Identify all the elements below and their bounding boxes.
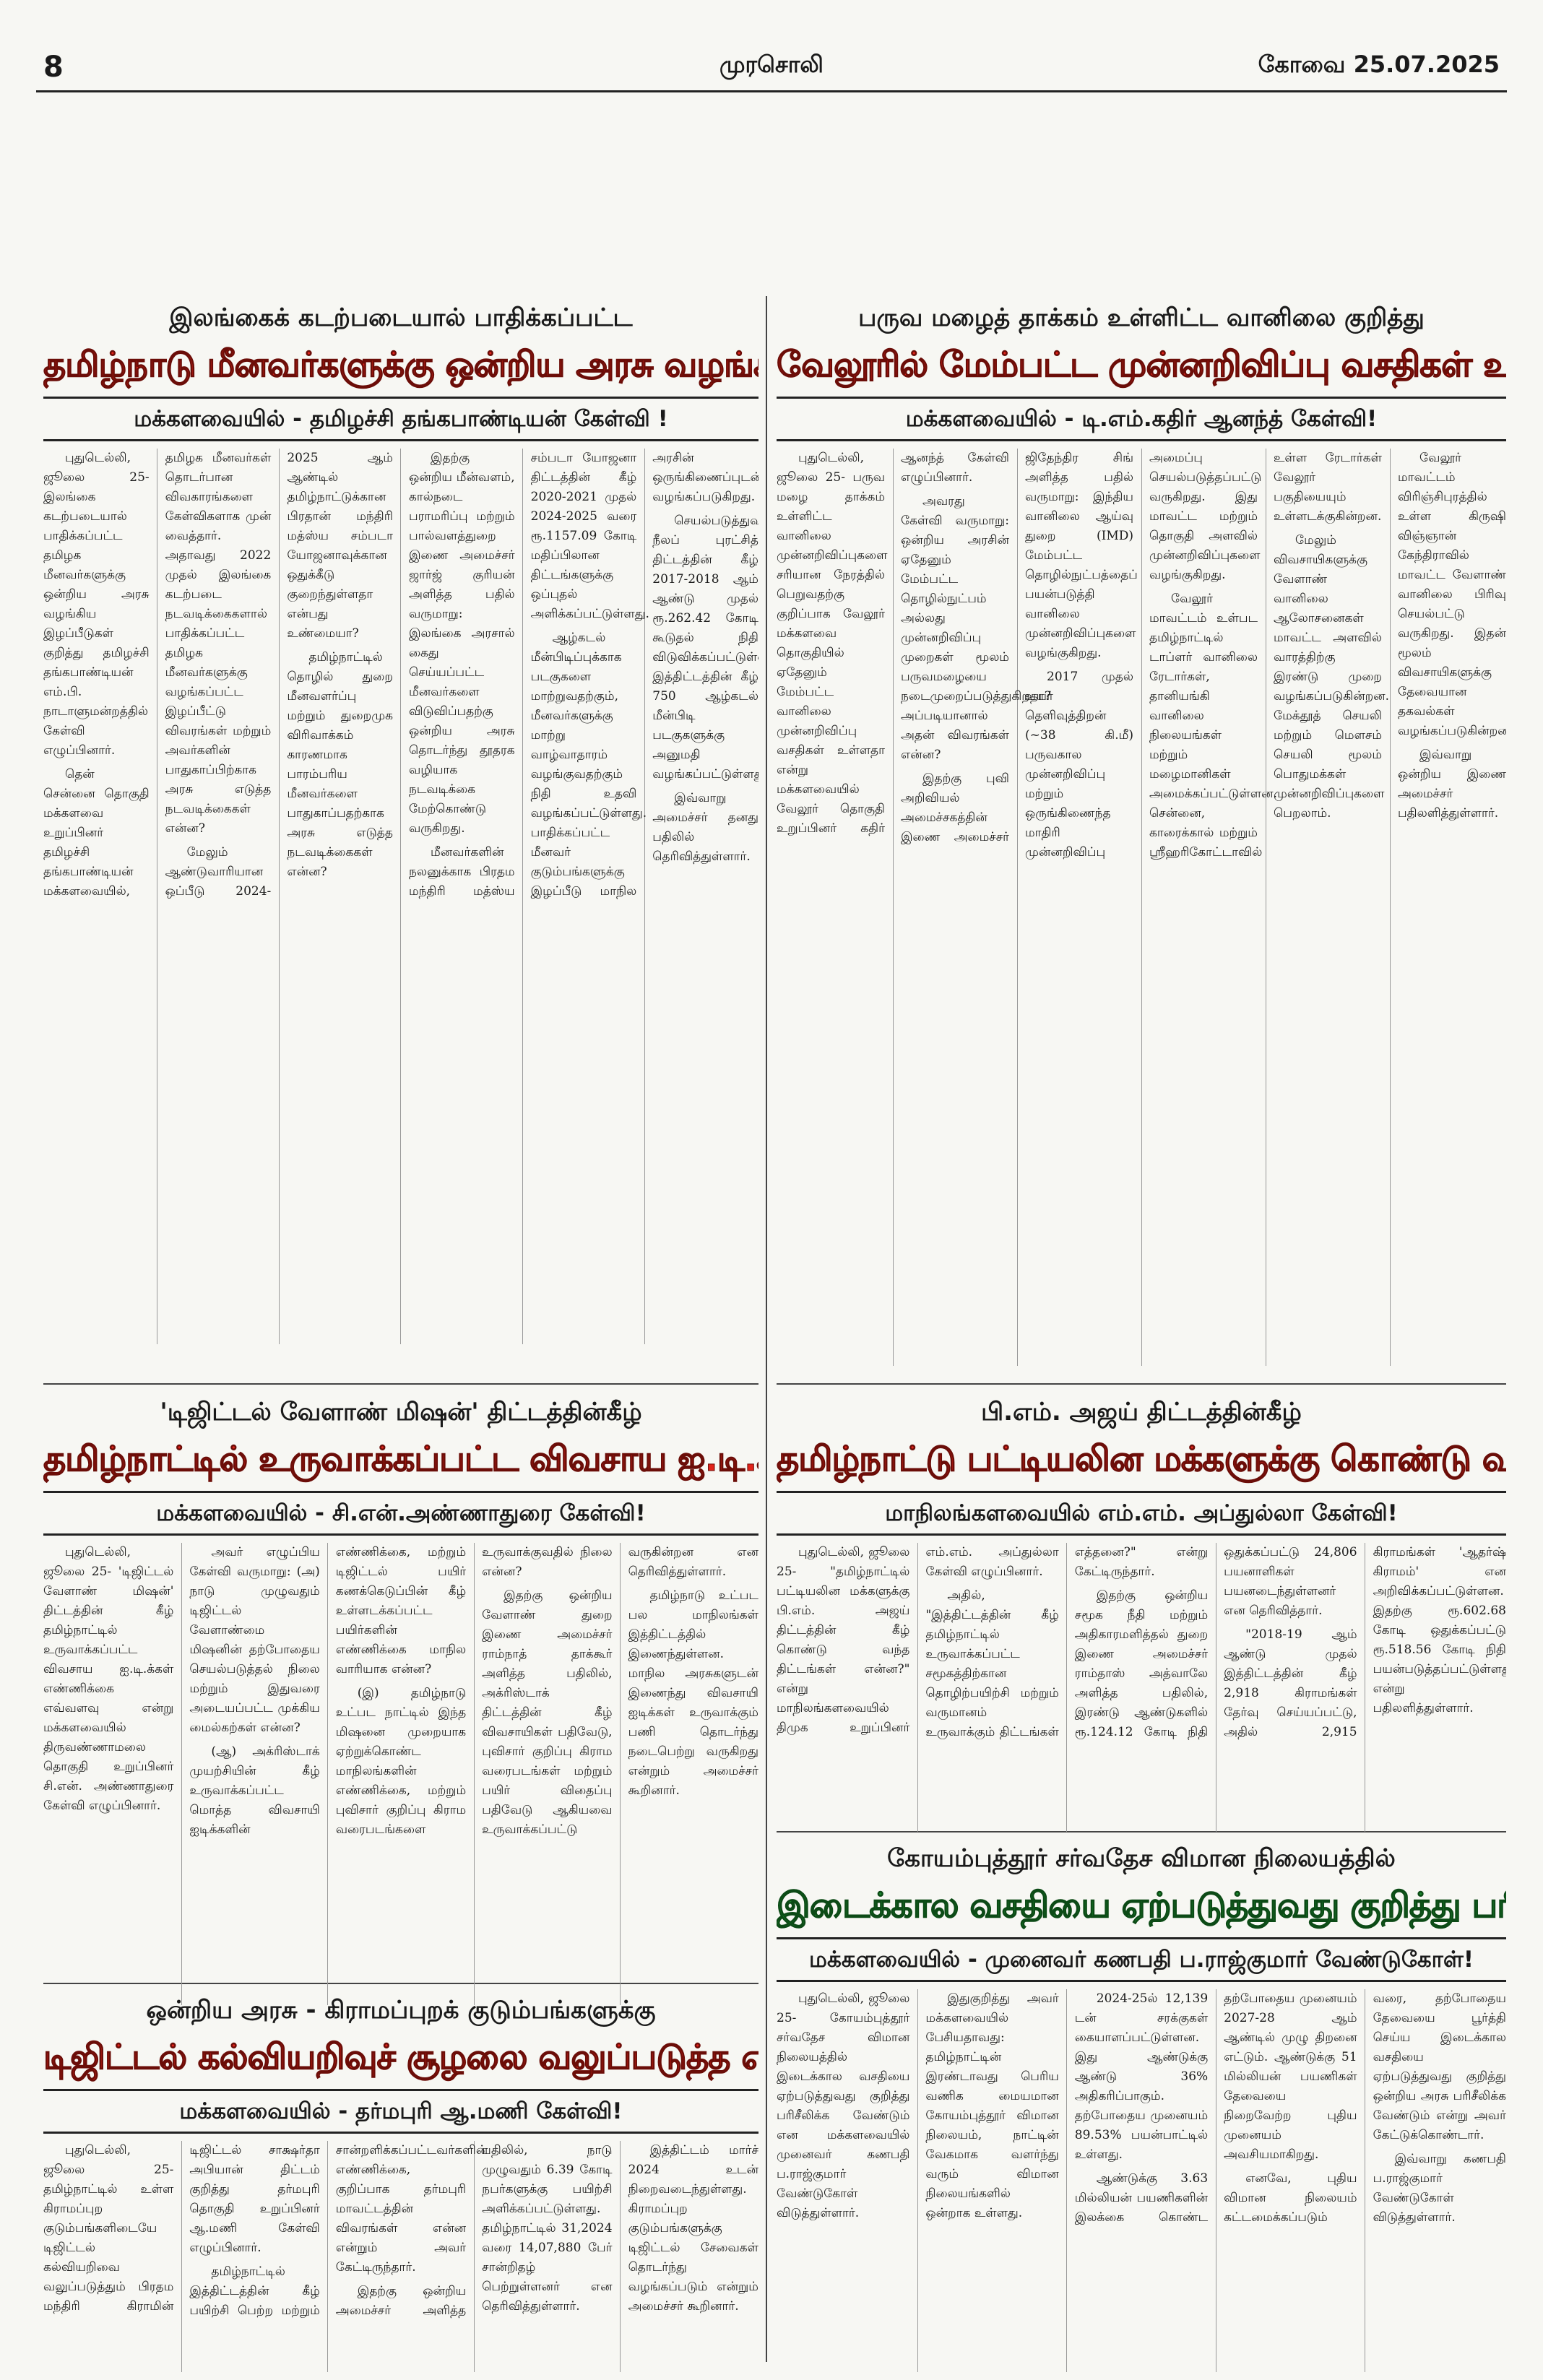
paragraph: இவ்வாறு கணபதி ப.ராஜ்குமார் வேண்டுகோள் வி… (1373, 2152, 1506, 2225)
page-number: 8 (43, 51, 64, 84)
article-body: புதுடெல்லி, ஜூலை 25- கோயம்புத்தூர் சர்வத… (777, 1989, 1506, 2372)
article: கோயம்புத்தூர் சர்வதேச விமான நிலையத்தில் இ… (777, 1840, 1506, 2372)
kicker: 'டிஜிட்டல் வேளாண் மிஷன்' திட்டத்தின்கீழ் (160, 1398, 642, 1427)
paragraph: அவர் எழுப்பிய கேள்வி வருமாறு: (அ) நாடு ம… (189, 1545, 320, 1735)
paragraph: ஆழ்கடல் மீன்பிடிப்புக்காக படகுகளை மாற்று… (530, 451, 758, 899)
paragraph: மேலும் விவசாயிகளுக்கு வேளாண் வானிலை ஆலோச… (1274, 533, 1390, 821)
byline: மக்களவையில் - முனைவர் கணபதி ப.ராஜ்குமார்… (777, 1937, 1506, 1982)
paragraph: அதில், "இத்திட்டத்தின் கீழ் தமிழ்நாட்டில… (925, 1545, 1209, 1739)
paragraph: இதற்கு ஒன்றிய சமூக நீதி மற்றும் அதிகாரமள… (1074, 1545, 1357, 1739)
paragraph: இத்திட்டம் மார்ச் 2024 உடன் நிறைவடைந்துள… (628, 2143, 758, 2314)
paragraph: புதுடெல்லி, ஜூலை 25- "தமிழ்நாட்டில் பட்ட… (777, 1545, 1059, 1735)
section-divider (777, 1831, 1506, 1832)
section-divider (43, 1983, 758, 1984)
kicker: இலங்கைக் கடற்படையால் பாதிக்கப்பட்ட (169, 303, 633, 332)
paragraph: (இ) தமிழ்நாடு உட்பட நாட்டில் இந்த மிஷனை … (335, 1545, 613, 1837)
paragraph: எனவே, புதிய விமான நிலையம் கட்டமைக்கப்படு… (1224, 1991, 1506, 2225)
article-body: புதுடெல்லி, ஜூலை 25- இலங்கை கடற்படையால் … (43, 449, 758, 1344)
headline: இடைக்கால வசதியை ஏற்படுத்துவது குறித்து ப… (777, 1885, 1506, 1926)
paragraph: 2017 முதல் உயர் தெளிவுத்திறன் (~38 கி.மீ… (1025, 451, 1262, 860)
section-divider (43, 1383, 758, 1385)
paragraph: 2024-25ல் 12,139 டன் சரக்குகள் கையாளப்பட… (1074, 1991, 1209, 2162)
paragraph: இதற்கு ஒன்றிய வேளாண் துறை இணை அமைச்சர் ர… (482, 1545, 758, 1837)
article: பருவ மழைத் தாக்கம் உள்ளிட்ட வானிலை குறித… (777, 300, 1506, 1366)
paragraph: தென் சென்னை தொகுதி மக்களவை உறுப்பினர் தம… (43, 451, 272, 899)
article-body: புதுடெல்லி, ஜூலை 25- தமிழ்நாட்டில் உள்ள … (43, 2141, 758, 2372)
article: ஒன்றிய அரசு - கிராமப்புறக் குடும்பங்களுக… (43, 1992, 758, 2372)
paragraph: புதுடெல்லி, ஜூலை 25- 'டிஜிட்டல் வேளாண் ம… (43, 1545, 174, 1813)
paragraph: இவ்வாறு அமைச்சர் தனது பதிலில் தெரிவித்து… (652, 791, 758, 864)
kicker: பருவ மழைத் தாக்கம் உள்ளிட்ட வானிலை குறித… (858, 303, 1425, 332)
byline: மக்களவையில் - டி.எம்.கதிர் ஆனந்த் கேள்வி… (777, 397, 1506, 441)
paragraph: மேலும் ஆண்டுவாரியான ஒப்பீடு 2024-2025 ஆம… (165, 451, 393, 899)
paragraph: ஆண்டுக்கு 3.63 மில்லியன் பயணிகளின் இலக்க… (1074, 1991, 1357, 2225)
paragraph: புதுடெல்லி, ஜூலை 25- கோயம்புத்தூர் சர்வத… (777, 1991, 910, 2220)
headline: வேலூரில் மேம்பட்ட முன்னறிவிப்பு வசதிகள் … (777, 345, 1506, 386)
headline: தமிழ்நாட்டில் உருவாக்கப்பட்ட விவசாய ஐ.டி… (43, 1439, 758, 1480)
paragraph: வேலூர் மாவட்டம் விரிஞ்சிபுரத்தில் உள்ள க… (1398, 451, 1506, 738)
paragraph: அவரது கேள்வி வருமாறு: ஒன்றிய அரசின் ஏதேன… (901, 494, 1051, 762)
paragraph: மீனவர்களின் நலனுக்காக பிரதம மந்திரி மத்ஸ… (408, 451, 649, 899)
edition-date: கோவை 25.07.2025 (1258, 51, 1500, 78)
kicker: பி.எம். அஜய் திட்டத்தின்கீழ் (981, 1398, 1302, 1427)
paragraph: செயல்படுத்துவதற்காக நீலப் புரட்சித் திட்… (652, 514, 758, 782)
paragraph: இவ்வாறு ஒன்றிய இணை அமைச்சர் பதிலளித்துள்… (1398, 748, 1506, 821)
paragraph: புதுடெல்லி, ஜூலை 25- தமிழ்நாட்டில் உள்ள … (43, 2143, 320, 2314)
paragraph: புதுடெல்லி, ஜூலை 25- பருவ மழை தாக்கம் உள… (777, 451, 1009, 836)
article-body: புதுடெல்லி, ஜூலை 25- 'டிஜிட்டல் வேளாண் ம… (43, 1543, 758, 2005)
byline: மாநிலங்களவையில் எம்.எம். அப்துல்லா கேள்வ… (777, 1491, 1506, 1536)
article-body: புதுடெல்லி, ஜூலை 25- "தமிழ்நாட்டில் பட்ட… (777, 1543, 1506, 1832)
byline: மக்களவையில் - தர்மபுரி ஆ.மணி கேள்வி! (43, 2089, 758, 2134)
paragraph: தமிழ்நாடு உட்பட பல மாநிலங்கள் இத்திட்டத்… (628, 1588, 758, 1798)
column-divider (766, 296, 767, 2362)
headline: தமிழ்நாட்டு பட்டியலின மக்களுக்கு கொண்டு … (777, 1439, 1506, 1480)
byline: மக்களவையில் - தமிழச்சி தங்கபாண்டியன் கேள… (43, 397, 758, 441)
header-rule (36, 90, 1507, 92)
article: பி.எம். அஜய் திட்டத்தின்கீழ் தமிழ்நாட்டு … (777, 1394, 1506, 1832)
headline: டிஜிட்டல் கல்வியறிவுச் சூழலை வலுப்படுத்த… (43, 2037, 758, 2078)
paragraph: இதற்கு புவி அறிவியல் அமைச்சகத்தின் இணை அ… (901, 451, 1138, 844)
section-divider (777, 1383, 1506, 1385)
headline: தமிழ்நாடு மீனவர்களுக்கு ஒன்றிய அரசு வழங்… (43, 345, 758, 386)
paragraph: இதற்கு ஒன்றிய அமைச்சர் அளித்த பதிலில், ந… (335, 2143, 613, 2318)
article-body: புதுடெல்லி, ஜூலை 25- பருவ மழை தாக்கம் உள… (777, 449, 1506, 1366)
byline: மக்களவையில் - சி.என்.அண்ணாதுரை கேள்வி! (43, 1491, 758, 1536)
paragraph: (ஆ) அக்ரிஸ்டாக் முயற்சியின் கீழ் உருவாக்… (189, 1545, 467, 1837)
paragraph: "2018-19 ஆம் ஆண்டு முதல் இத்திட்டத்தின் … (1224, 1545, 1506, 1739)
kicker: கோயம்புத்தூர் சர்வதேச விமான நிலையத்தில் (887, 1844, 1396, 1873)
article: இலங்கைக் கடற்படையால் பாதிக்கப்பட்ட தமிழ்ந… (43, 300, 758, 1344)
paragraph: இதுகுறித்து அவர் மக்களவையில் பேசியதாவது:… (925, 1991, 1059, 2220)
paragraph: வேலூர் மாவட்டம் உள்பட தமிழ்நாட்டில் டாப்… (1149, 451, 1382, 860)
paragraph: தமிழ்நாட்டில் தொழில் துறை மீனவளர்ப்பு மற… (287, 650, 393, 879)
paragraph: புதுடெல்லி, ஜூலை 25- இலங்கை கடற்படையால் … (43, 451, 150, 758)
article: 'டிஜிட்டல் வேளாண் மிஷன்' திட்டத்தின்கீழ்… (43, 1394, 758, 2005)
paragraph: தமிழ்நாட்டில் இத்திட்டத்தின் கீழ் பயிற்ச… (189, 2143, 488, 2318)
paper-name: முரசொலி (719, 51, 824, 78)
kicker: ஒன்றிய அரசு - கிராமப்புறக் குடும்பங்களுக… (146, 1996, 656, 2025)
paragraph: இதற்கு ஒன்றிய மீன்வளம், கால்நடை பராமரிப்… (408, 451, 515, 836)
